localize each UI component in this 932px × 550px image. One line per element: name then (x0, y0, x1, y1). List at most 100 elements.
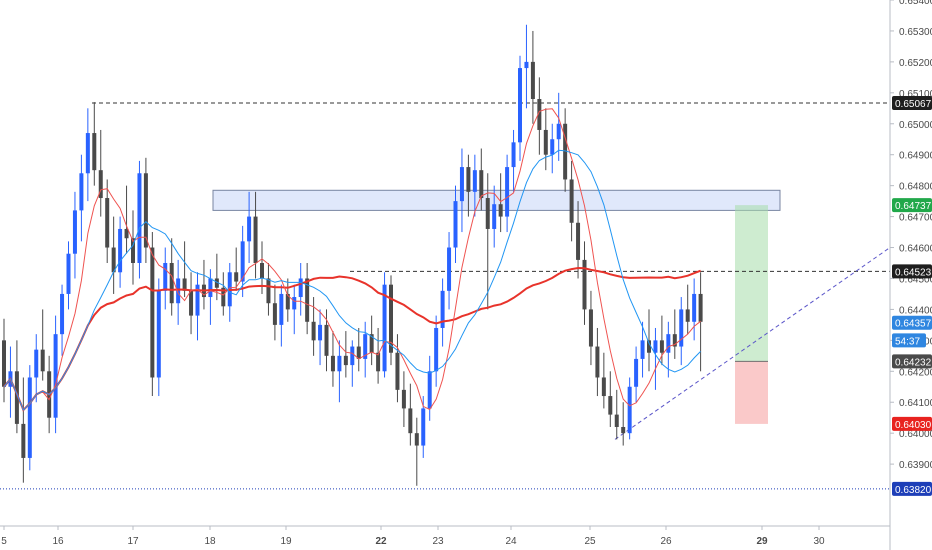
candle-body (421, 408, 426, 446)
candle-body (169, 263, 174, 304)
candle-body (530, 61, 535, 100)
candle-body (156, 290, 161, 378)
price-label-box (892, 198, 932, 213)
candle-body (337, 355, 342, 372)
candle-body (195, 284, 200, 316)
candle-body (363, 334, 368, 359)
candle-body (453, 201, 458, 248)
moving-average-fast-line (3, 108, 701, 411)
time-axis[interactable]: 5 16 17 18 19 22 23 24 25 26 29 30 (1, 526, 825, 547)
candle-body (98, 170, 103, 199)
candle-body (659, 340, 664, 353)
candle-body (234, 272, 239, 282)
time-tick-label: 18 (204, 536, 216, 547)
candle-body (79, 173, 84, 211)
time-tick-label: 19 (280, 536, 292, 547)
candle-body (221, 287, 226, 307)
candle-body (14, 371, 19, 424)
candle-body (330, 355, 335, 372)
moving-averages-layer (3, 108, 701, 412)
price-label-box (892, 481, 932, 496)
time-tick-label: 23 (432, 536, 444, 547)
candle-body (60, 293, 65, 335)
candle-body (692, 293, 697, 322)
candle-body (53, 334, 58, 418)
price-label-box (892, 96, 932, 111)
candle-body (27, 377, 32, 458)
price-labels-layer: 0.65067 0.64737 0.64523 0.64357 54:37 0.64232… (892, 96, 932, 496)
price-tick-label: 0.63900 (899, 460, 932, 471)
candle-body (118, 228, 123, 273)
candle-body (588, 309, 593, 347)
candle-body (176, 278, 181, 304)
price-label-text: 0.64357 (895, 319, 932, 330)
resistance-zone-box (212, 189, 781, 211)
candle-body (279, 293, 284, 325)
candles-layer (2, 24, 703, 486)
candle-body (408, 408, 413, 434)
candle-body (350, 346, 355, 366)
candle-body (40, 349, 45, 372)
candle-body (479, 170, 484, 199)
price-label-text: 0.64232 (895, 357, 932, 368)
candle-body (679, 309, 684, 347)
time-tick-label: 5 (1, 536, 7, 547)
price-tick-label: 0.65200 (899, 58, 932, 69)
price-label-box (892, 315, 932, 330)
candle-body (253, 216, 258, 263)
candle-body (163, 263, 168, 291)
candle-body (272, 303, 277, 325)
candle-body (208, 278, 213, 298)
position-profit-zone (735, 205, 768, 362)
candle-body (621, 426, 626, 434)
candle-body (556, 123, 561, 140)
candle-body (550, 139, 555, 155)
candle-body (498, 204, 503, 217)
candle-body (214, 278, 219, 288)
price-label-text: 0.63820 (895, 485, 932, 496)
candle-body (247, 216, 252, 242)
candle-body (653, 340, 658, 353)
price-tick-label: 0.64600 (899, 244, 932, 255)
candle-body (34, 349, 39, 378)
drawing-layer (0, 102, 891, 490)
candle-body (395, 352, 400, 390)
price-tick-label: 0.65400 (899, 0, 932, 7)
time-tick-label: 22 (375, 536, 387, 547)
price-tick-label: 0.65100 (899, 89, 932, 100)
candle-body (131, 238, 135, 263)
candle-body (150, 247, 155, 378)
candle-body (260, 263, 264, 279)
candle-body (440, 290, 445, 328)
time-tick-label: 24 (505, 536, 517, 547)
candle-body (72, 210, 77, 254)
candle-body (537, 99, 542, 130)
price-axis[interactable]: 0.65400 0.65300 0.65200 0.65100 0.65000 0.649… (890, 0, 932, 471)
price-tick-label: 0.64100 (899, 398, 932, 409)
axes-layer (0, 0, 891, 550)
candle-body (21, 423, 26, 458)
candle-body (595, 346, 600, 378)
candle-body (382, 284, 387, 372)
candle-body (376, 352, 381, 372)
candle-body (389, 284, 393, 353)
candle-body (647, 340, 651, 353)
candle-body (427, 371, 432, 409)
candle-body (182, 278, 187, 291)
candle-body (143, 173, 148, 248)
candle-body (511, 142, 516, 168)
price-tick-label: 0.64800 (899, 182, 932, 193)
candle-body (543, 129, 548, 155)
candle-body (414, 433, 419, 446)
candle-body (105, 198, 110, 248)
candle-body (492, 204, 497, 229)
time-tick-label: 25 (584, 536, 596, 547)
candle-body (518, 68, 522, 143)
moving-average-slow-line (3, 266, 701, 412)
time-tick-label: 29 (756, 536, 768, 547)
price-label-text: 54:37 (895, 336, 920, 347)
candle-body (356, 346, 361, 359)
time-tick-label: 26 (660, 536, 672, 547)
candle-body (318, 324, 323, 341)
